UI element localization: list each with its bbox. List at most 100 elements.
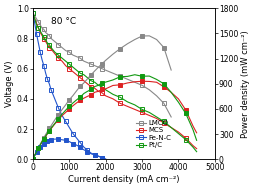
LMCO — [47, 34, 51, 37]
MCS — [183, 137, 186, 139]
LMCO — [104, 69, 107, 71]
Fe-N-C — [60, 114, 63, 117]
LMCO — [44, 31, 47, 34]
MCS — [37, 27, 40, 29]
Fe-N-C — [68, 126, 71, 129]
MCS — [47, 46, 51, 49]
Pt/C — [194, 150, 197, 153]
MCS — [133, 108, 136, 111]
Fe-N-C — [44, 72, 47, 74]
Pt/C — [154, 116, 157, 118]
Pt/C — [111, 93, 114, 95]
Pt/C — [37, 27, 40, 29]
MCS — [31, 12, 34, 14]
Pt/C — [44, 39, 47, 41]
Pt/C — [40, 33, 43, 35]
LMCO — [64, 50, 67, 52]
Pt/C — [31, 12, 34, 14]
Pt/C — [82, 74, 85, 76]
Fe-N-C — [100, 156, 103, 159]
Fe-N-C — [47, 83, 51, 85]
Fe-N-C — [31, 12, 34, 14]
LMCO — [53, 40, 56, 43]
Pt/C — [75, 69, 78, 71]
MCS — [71, 70, 74, 73]
Pt/C — [53, 51, 56, 53]
Pt/C — [71, 66, 74, 68]
MCS — [176, 131, 179, 133]
Pt/C — [46, 42, 49, 44]
Pt/C — [39, 30, 42, 32]
Fe-N-C — [53, 98, 56, 100]
LMCO — [78, 57, 82, 59]
LMCO — [100, 67, 103, 70]
Pt/C — [97, 84, 100, 86]
Fe-N-C — [49, 89, 52, 91]
Fe-N-C — [86, 149, 89, 151]
Fe-N-C — [93, 153, 96, 156]
LMCO — [169, 116, 172, 118]
LMCO — [125, 78, 129, 80]
LMCO — [140, 84, 143, 86]
MCS — [57, 57, 60, 59]
LMCO — [93, 65, 96, 67]
Fe-N-C — [82, 146, 85, 148]
MCS — [68, 67, 71, 70]
Pt/C — [86, 77, 89, 79]
MCS — [35, 22, 38, 25]
Pt/C — [42, 36, 45, 38]
LMCO — [49, 37, 52, 40]
Pt/C — [47, 43, 51, 46]
Fe-N-C — [35, 33, 38, 35]
MCS — [49, 48, 52, 50]
Pt/C — [147, 111, 150, 114]
LMCO — [97, 66, 100, 68]
MCS — [39, 31, 42, 34]
Y-axis label: Power density (mW cm⁻²): Power density (mW cm⁻²) — [240, 30, 249, 138]
Fe-N-C — [75, 137, 78, 139]
LMCO — [33, 15, 36, 17]
LMCO — [40, 27, 43, 29]
MCS — [100, 92, 103, 94]
MCS — [89, 86, 92, 88]
Pt/C — [169, 126, 172, 129]
LMCO — [133, 81, 136, 83]
MCS — [147, 114, 150, 117]
MCS — [111, 98, 114, 100]
Legend: LMCO, MCS, Fe-N-C, Pt/C: LMCO, MCS, Fe-N-C, Pt/C — [135, 120, 171, 148]
LMCO — [68, 51, 71, 53]
Fe-N-C — [104, 158, 107, 160]
Pt/C — [49, 46, 52, 49]
Fe-N-C — [39, 51, 42, 53]
MCS — [42, 37, 45, 40]
MCS — [86, 83, 89, 85]
LMCO — [89, 63, 92, 65]
LMCO — [118, 75, 121, 77]
LMCO — [111, 72, 114, 74]
Text: 80 °C: 80 °C — [51, 17, 76, 26]
Pt/C — [60, 57, 63, 59]
Pt/C — [118, 96, 121, 98]
MCS — [33, 18, 36, 20]
LMCO — [37, 21, 40, 23]
Line: LMCO: LMCO — [31, 11, 172, 119]
MCS — [162, 122, 165, 124]
Pt/C — [64, 60, 67, 62]
MCS — [46, 43, 49, 46]
MCS — [169, 126, 172, 129]
Line: MCS: MCS — [31, 11, 198, 151]
Fe-N-C — [42, 65, 45, 67]
Pt/C — [176, 132, 179, 135]
Fe-N-C — [78, 142, 82, 144]
LMCO — [82, 60, 85, 62]
Fe-N-C — [37, 42, 40, 44]
MCS — [53, 53, 56, 55]
LMCO — [31, 12, 34, 14]
Fe-N-C — [89, 152, 92, 154]
MCS — [125, 105, 129, 108]
LMCO — [75, 56, 78, 58]
Fe-N-C — [97, 155, 100, 157]
Pt/C — [35, 24, 38, 26]
MCS — [82, 80, 85, 82]
MCS — [78, 77, 82, 79]
